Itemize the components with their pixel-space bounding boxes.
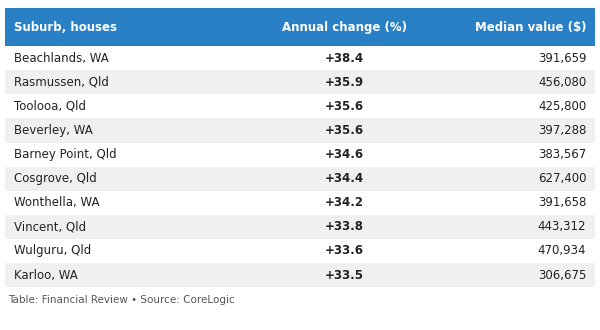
Bar — [5, 215, 595, 239]
Text: Wonthella, WA: Wonthella, WA — [14, 196, 99, 209]
Bar — [5, 118, 595, 143]
Bar — [5, 94, 595, 118]
Bar — [5, 143, 595, 167]
Text: Median value ($): Median value ($) — [475, 21, 586, 34]
Text: Vincent, Qld: Vincent, Qld — [14, 220, 86, 233]
Text: +38.4: +38.4 — [325, 52, 364, 65]
Text: 470,934: 470,934 — [538, 245, 586, 257]
Text: 391,659: 391,659 — [538, 52, 586, 65]
Text: +34.6: +34.6 — [325, 148, 364, 161]
Text: +35.6: +35.6 — [325, 100, 364, 113]
Text: Toolooa, Qld: Toolooa, Qld — [14, 100, 86, 113]
Text: +33.8: +33.8 — [325, 220, 364, 233]
Bar — [5, 263, 595, 287]
Bar — [5, 8, 595, 46]
Text: Annual change (%): Annual change (%) — [282, 21, 407, 34]
Text: +35.9: +35.9 — [325, 76, 364, 89]
Text: Barney Point, Qld: Barney Point, Qld — [14, 148, 116, 161]
Text: 443,312: 443,312 — [538, 220, 586, 233]
Text: 391,658: 391,658 — [538, 196, 586, 209]
Bar — [5, 167, 595, 191]
Text: 383,567: 383,567 — [538, 148, 586, 161]
Text: Cosgrove, Qld: Cosgrove, Qld — [14, 172, 97, 185]
Text: Beachlands, WA: Beachlands, WA — [14, 52, 109, 65]
Bar — [5, 70, 595, 94]
Text: +33.6: +33.6 — [325, 245, 364, 257]
Text: Rasmussen, Qld: Rasmussen, Qld — [14, 76, 109, 89]
Text: 456,080: 456,080 — [538, 76, 586, 89]
Text: +33.5: +33.5 — [325, 269, 364, 281]
Text: +34.2: +34.2 — [325, 196, 364, 209]
Text: 306,675: 306,675 — [538, 269, 586, 281]
Text: 627,400: 627,400 — [538, 172, 586, 185]
Text: Table: Financial Review • Source: CoreLogic: Table: Financial Review • Source: CoreLo… — [8, 295, 235, 305]
Text: 425,800: 425,800 — [538, 100, 586, 113]
Text: +35.6: +35.6 — [325, 124, 364, 137]
Text: Beverley, WA: Beverley, WA — [14, 124, 92, 137]
Bar — [5, 191, 595, 215]
Text: +34.4: +34.4 — [325, 172, 364, 185]
Text: 397,288: 397,288 — [538, 124, 586, 137]
Bar — [5, 239, 595, 263]
Text: Suburb, houses: Suburb, houses — [14, 21, 116, 34]
Bar — [5, 46, 595, 70]
Text: Wulguru, Qld: Wulguru, Qld — [14, 245, 91, 257]
Text: Karloo, WA: Karloo, WA — [14, 269, 77, 281]
